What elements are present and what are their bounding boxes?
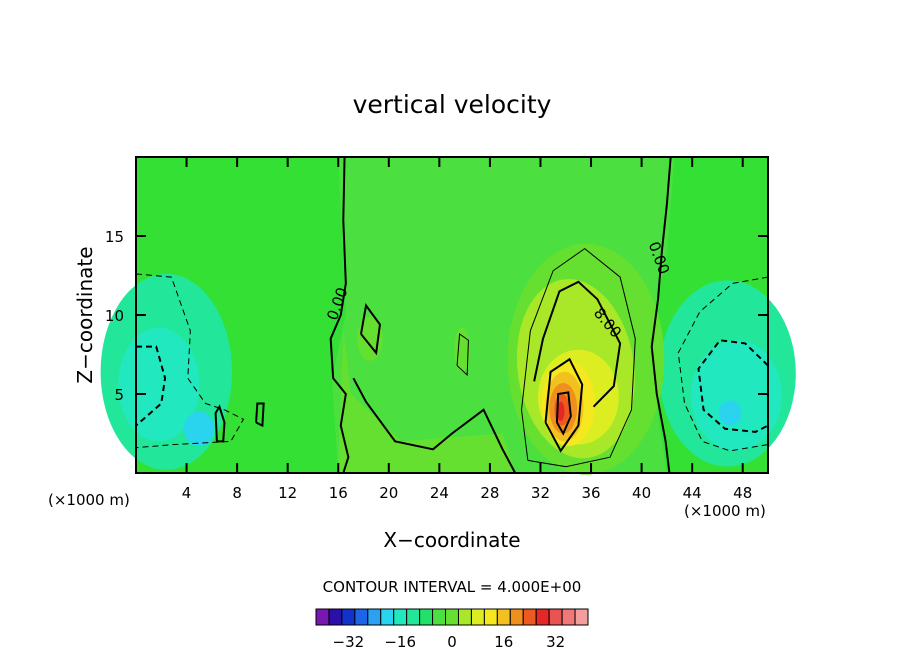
colorbar-swatch	[367, 608, 382, 626]
y-axis-label: Z−coordinate	[73, 246, 97, 383]
updraft-outline-8	[533, 280, 622, 408]
zero-contour-right	[650, 156, 672, 474]
updraft-outline-28	[555, 391, 572, 436]
colorbar-swatch	[432, 608, 447, 626]
x-tick-label: 32	[531, 484, 550, 502]
colorbar-swatch	[561, 608, 576, 626]
colorbar-swatch	[354, 608, 369, 626]
updraft-32	[556, 401, 565, 421]
colorbar-swatch	[522, 608, 537, 626]
colorbar-tick-label: 0	[447, 633, 457, 651]
y-tick-labels: 5 10 15	[105, 228, 124, 404]
colorbar-swatch	[496, 608, 511, 626]
right-downdraft-inner	[690, 340, 782, 451]
y-tick-label: 5	[114, 386, 124, 404]
x-axis-label: X−coordinate	[383, 528, 520, 552]
colorbar-swatch	[548, 608, 563, 626]
colorbar-swatch	[509, 608, 524, 626]
colorbar-swatch	[419, 608, 434, 626]
x-tick-label: 44	[683, 484, 702, 502]
left-neg-contour-4	[135, 345, 167, 427]
x-tick-label: 12	[278, 484, 297, 502]
colorbar-swatch	[457, 608, 472, 626]
right-downdraft-core	[718, 400, 742, 426]
x-tick-label: 8	[232, 484, 242, 502]
zero-contour-left	[329, 156, 350, 474]
left-downdraft-inner	[118, 327, 200, 442]
colorbar-tick-labels: −32 −16 0 16 32	[333, 633, 566, 651]
left-downdraft-core	[184, 411, 215, 447]
axis-ticks	[136, 157, 768, 473]
colorbar-swatch	[406, 608, 421, 626]
chart-title: vertical velocity	[353, 90, 552, 119]
x-tick-label: 24	[430, 484, 449, 502]
colorbar	[315, 608, 589, 626]
x-tick-label: 16	[329, 484, 348, 502]
colorbar-tick-label: 32	[546, 633, 565, 651]
updraft-outline-4	[521, 248, 636, 468]
left-small-ellipse-2	[255, 402, 265, 428]
colorbar-swatch	[393, 608, 408, 626]
right-neg-contour	[677, 276, 769, 452]
colorbar-swatch	[574, 608, 589, 626]
colorbar-swatch	[535, 608, 550, 626]
contour-interval-label: CONTOUR INTERVAL = 4.000E+00	[323, 578, 582, 596]
x-unit-right: (×1000 m)	[684, 502, 766, 520]
x-tick-label: 48	[733, 484, 752, 502]
x-tick-label: 40	[632, 484, 651, 502]
colorbar-swatch	[483, 608, 498, 626]
contour-lines	[135, 156, 769, 474]
y-tick-label: 15	[105, 228, 124, 246]
colorbar-tick-label: 16	[494, 633, 513, 651]
small-cell-a-outline	[360, 303, 381, 356]
x-unit-left: (×1000 m)	[48, 491, 130, 509]
colorbar-swatch	[445, 608, 459, 626]
right-neg-contour-4	[697, 339, 769, 433]
updraft-outline-16	[544, 357, 584, 453]
left-neg-contour	[135, 273, 245, 449]
colorbar-swatch	[470, 608, 485, 626]
x-tick-label: 36	[581, 484, 600, 502]
plot-area: 0.000.008.00	[100, 156, 796, 475]
zero-contour-mid	[352, 377, 517, 474]
small-cell-b-outline	[456, 333, 469, 377]
colorbar-tick-label: −16	[384, 633, 416, 651]
left-small-ellipse	[214, 404, 226, 443]
colorbar-swatch	[341, 608, 356, 626]
x-tick-labels: 4 8 12 16 20 24 28 32 36 40 44 48	[182, 484, 752, 502]
colorbar-tick-label: −32	[333, 633, 365, 651]
x-tick-label: 4	[182, 484, 192, 502]
colorbar-swatch	[315, 608, 330, 626]
central-fill-mid	[338, 330, 516, 473]
x-tick-label: 20	[379, 484, 398, 502]
y-tick-label: 10	[105, 307, 124, 325]
x-tick-label: 28	[480, 484, 499, 502]
colorbar-swatch	[328, 608, 343, 626]
colorbar-swatch	[380, 608, 395, 626]
